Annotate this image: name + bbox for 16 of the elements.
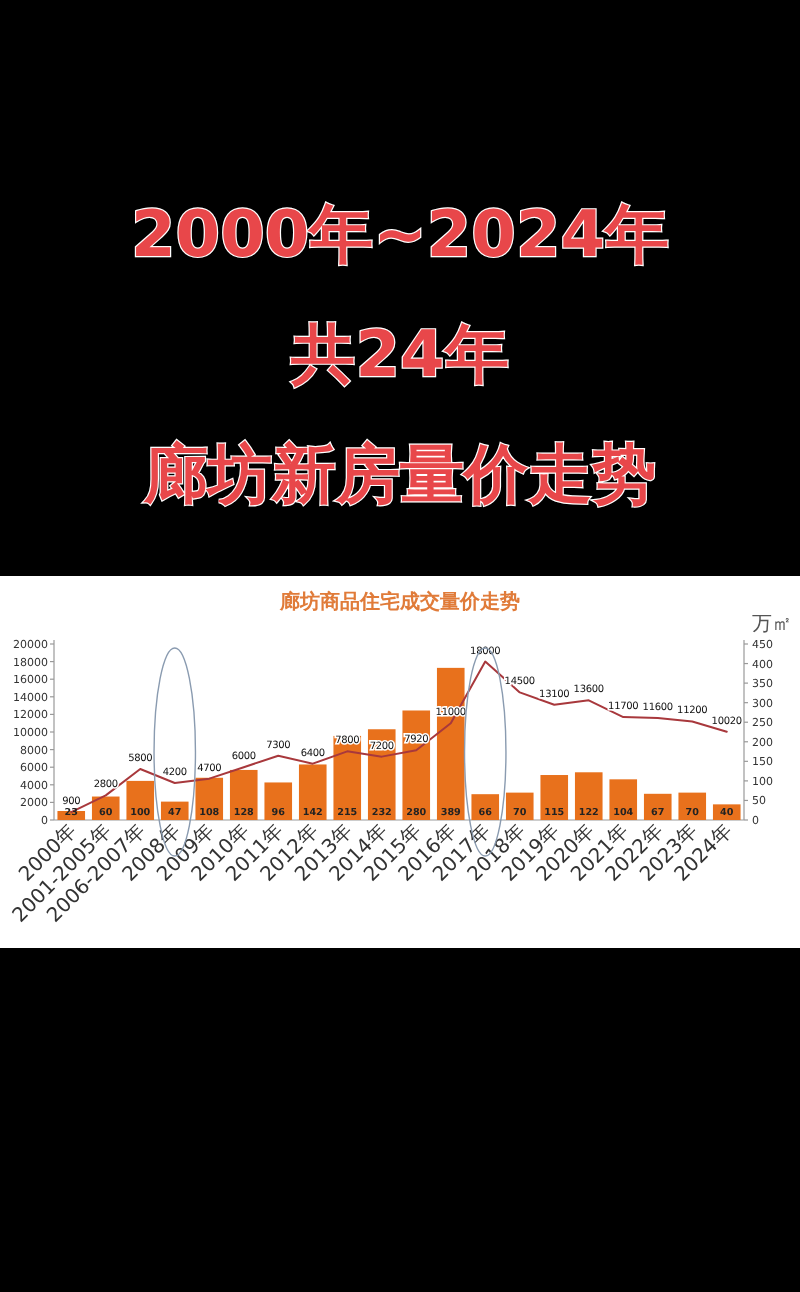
y2-axis-title: 万㎡ bbox=[752, 614, 792, 636]
bar bbox=[126, 780, 155, 820]
bar bbox=[471, 794, 500, 820]
chart-title: 廊坊商品住宅成交量价走势 bbox=[278, 590, 520, 614]
text: 共24年 bbox=[289, 316, 509, 392]
bar bbox=[643, 793, 672, 820]
bar bbox=[505, 792, 534, 820]
bar bbox=[609, 779, 638, 820]
text: 廊坊新房量价走势 bbox=[142, 436, 656, 512]
bar bbox=[574, 772, 603, 820]
bar bbox=[298, 764, 327, 820]
bar bbox=[229, 769, 258, 820]
bar bbox=[264, 782, 293, 820]
text: 2000年~2024年 bbox=[131, 196, 669, 272]
bar bbox=[678, 792, 707, 820]
bar bbox=[540, 775, 569, 820]
